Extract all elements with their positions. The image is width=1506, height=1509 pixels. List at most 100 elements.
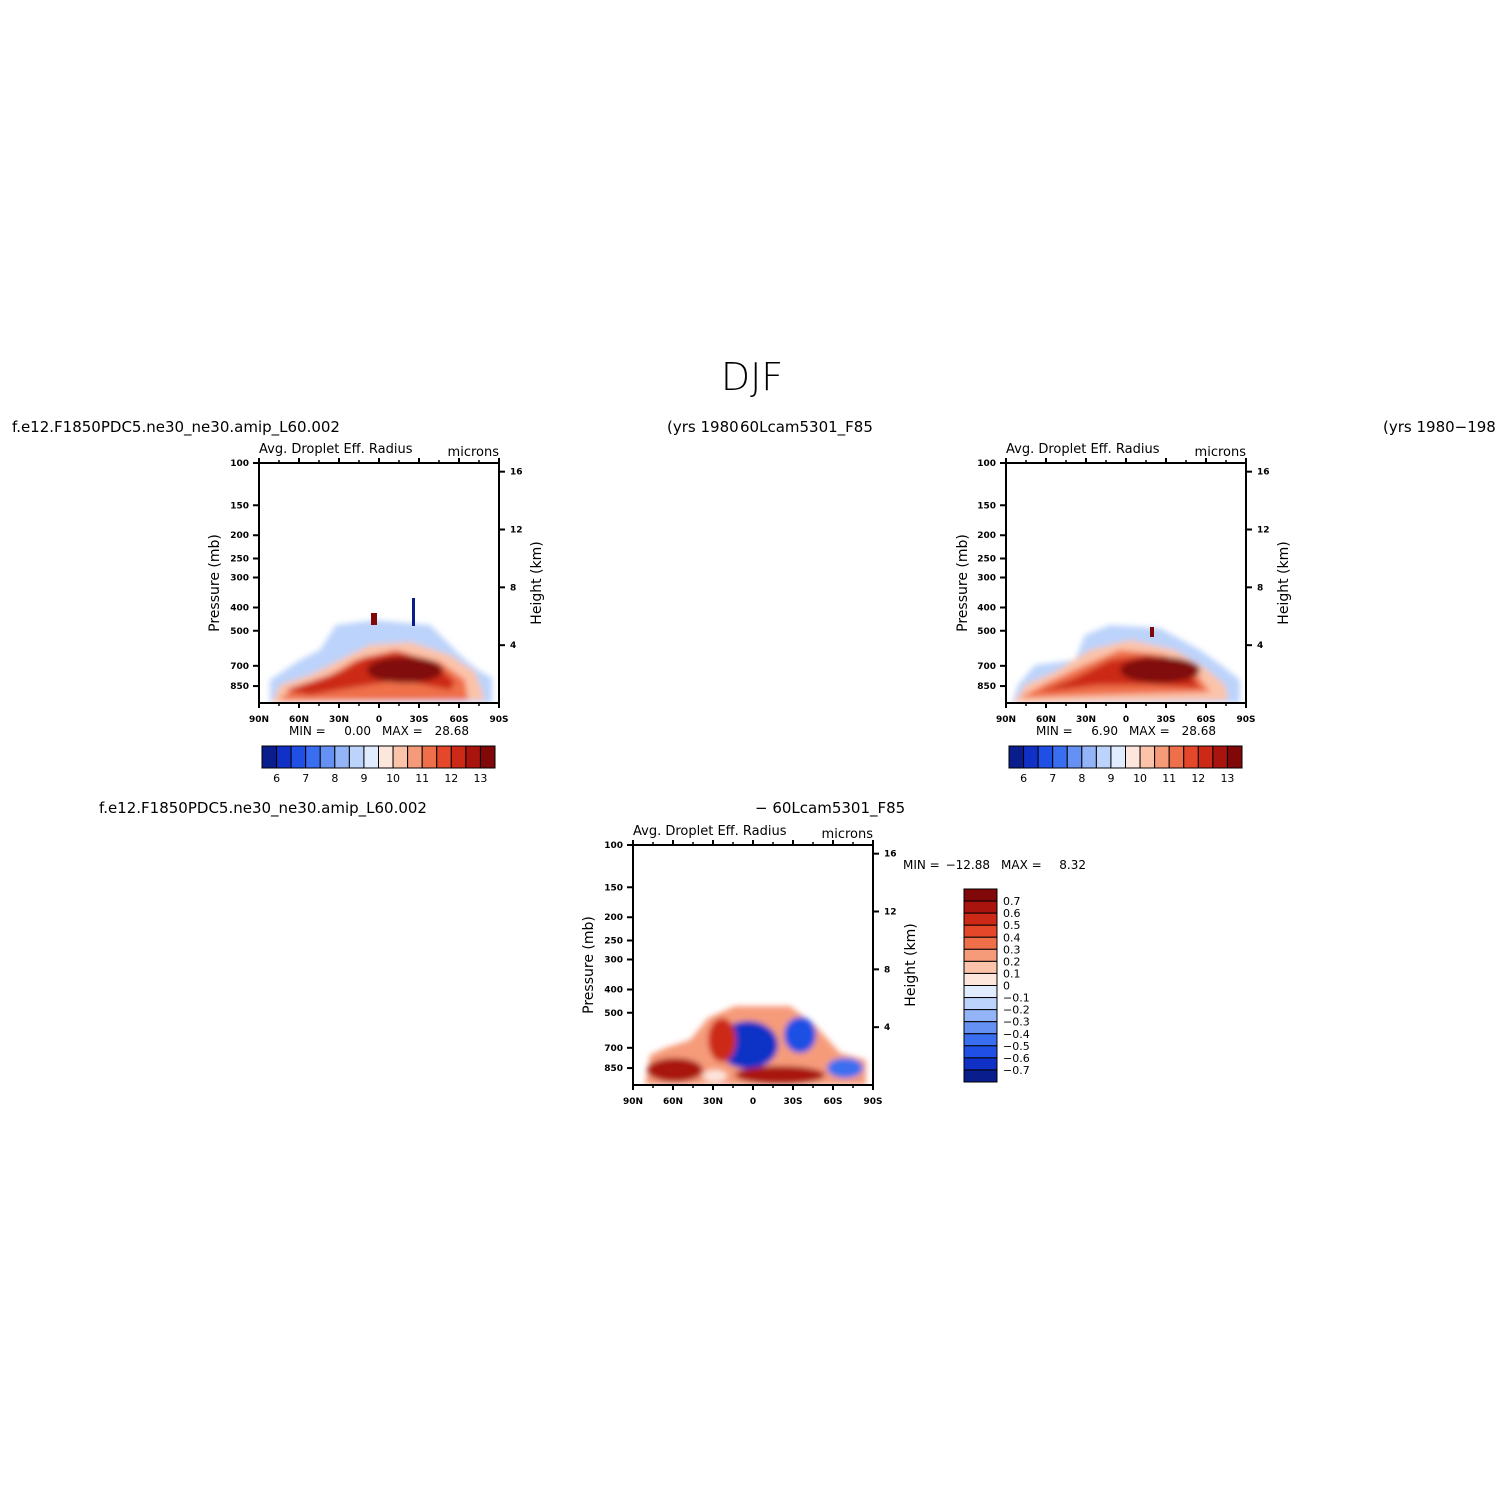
difference-min-label: MIN = — [903, 858, 940, 872]
difference-colorbar-swatch — [963, 1021, 998, 1035]
test-ytick-label: 150 — [230, 501, 249, 511]
test-min-label: MIN = — [289, 724, 326, 738]
test-case-caption: f.e12.F1850PDC5.ne30_ne30.amip_L60.002 — [12, 418, 340, 437]
diff-red-center — [708, 1018, 736, 1062]
control-years-caption: (yrs 1980−198 — [1383, 418, 1496, 436]
control-ytick-label: 850 — [977, 682, 996, 692]
difference-colorbar-label: 0.6 — [1003, 907, 1021, 920]
difference-colorbar-label: 0.2 — [1003, 955, 1021, 968]
difference-colorbar: 0.70.60.50.40.30.20.10−0.1−0.2−0.3−0.4−0… — [963, 888, 1030, 1083]
difference-plot-units: microns — [822, 827, 874, 842]
control-ytick-label: 250 — [977, 555, 996, 565]
difference-y2tick-label: 8 — [884, 965, 890, 975]
control-colorbar-label: 10 — [1133, 772, 1147, 785]
difference-colorbar-label: 0.7 — [1003, 895, 1021, 908]
difference-colorbar-label: −0.6 — [1003, 1052, 1030, 1065]
difference-colorbar-swatch — [963, 1033, 998, 1047]
test-colorbar-swatch — [436, 745, 452, 769]
test-y2tick-label: 4 — [510, 641, 516, 651]
control-y2tick-label: 8 — [1257, 583, 1263, 593]
difference-colorbar-swatch — [963, 936, 998, 950]
control-plot-title: Avg. Droplet Eff. Radius — [1006, 442, 1160, 457]
difference-min-value: −12.88 — [946, 858, 990, 872]
difference-colorbar-label: 0 — [1003, 980, 1010, 993]
difference-colorbar-swatch — [963, 948, 998, 962]
difference-ytick-label: 100 — [604, 841, 623, 851]
control-colorbar-swatch — [1066, 745, 1083, 769]
control-colorbar-swatch — [1212, 745, 1228, 769]
control-colorbar-swatch — [1139, 745, 1156, 769]
test-colorbar-label: 10 — [386, 772, 400, 785]
control-colorbar-swatch — [1226, 745, 1243, 769]
diff-red-left — [647, 1058, 703, 1082]
difference-y2tick-label: 16 — [884, 850, 897, 860]
control-colorbar-label: 7 — [1049, 772, 1056, 785]
test-field — [270, 598, 492, 703]
test-min-value: 0.00 — [344, 724, 371, 738]
difference-colorbar-label: 0.4 — [1003, 931, 1021, 944]
control-colorbar-swatch — [1023, 745, 1039, 769]
test-colorbar: 6 7 8 9 10 11 12 13 — [261, 745, 496, 785]
test-xtick-label: 60S — [449, 715, 468, 725]
difference-colorbar-swatch — [963, 888, 998, 902]
test-colorbar-swatch — [392, 745, 409, 769]
test-ytick-label: 250 — [230, 555, 249, 565]
test-ytick-label: 400 — [230, 603, 249, 613]
difference-ytick-label: 850 — [604, 1064, 623, 1074]
test-y2tick-label: 8 — [510, 583, 516, 593]
difference-colorbar-swatch — [963, 960, 998, 974]
test-years-caption: (yrs 1980 — [667, 418, 739, 436]
difference-xtick-label: 30S — [783, 1097, 802, 1107]
control-ytick-label: 300 — [977, 574, 996, 584]
test-ytick-label: 500 — [230, 627, 249, 637]
test-xtick-label: 60N — [289, 715, 309, 725]
difference-max-label: MAX = — [1001, 858, 1042, 872]
difference-colorbar-swatch — [963, 924, 998, 938]
difference-colorbar-swatch — [963, 972, 998, 986]
diff-red-bottom — [735, 1066, 825, 1084]
difference-colorbar-label: 0.5 — [1003, 919, 1021, 932]
test-colorbar-swatch — [348, 745, 365, 769]
difference-colorbar-swatch — [963, 1045, 998, 1059]
test-colorbar-label: 6 — [273, 772, 280, 785]
control-ylabel: Pressure (mb) — [955, 534, 971, 632]
test-colorbar-swatch — [290, 745, 307, 769]
test-colorbar-swatch — [276, 745, 292, 769]
control-colorbar-swatch — [1154, 745, 1170, 769]
test-ylabel: Pressure (mb) — [207, 534, 223, 632]
control-y2tick-label: 4 — [1257, 641, 1263, 651]
difference-colorbar-swatch — [963, 900, 998, 914]
test-xtick-label: 30N — [329, 715, 349, 725]
test-ytick-label: 300 — [230, 574, 249, 584]
test-colorbar-label: 13 — [473, 772, 487, 785]
control-plot-units: microns — [1195, 445, 1247, 460]
difference-colorbar-label: −0.7 — [1003, 1064, 1030, 1077]
control-cloud-core — [1120, 657, 1200, 683]
difference-colorbar-swatch — [963, 912, 998, 926]
test-colorbar-swatch — [319, 745, 336, 769]
difference-colorbar-label: −0.5 — [1003, 1040, 1030, 1053]
difference-xtick-label: 60S — [823, 1097, 842, 1107]
difference-colorbar-swatch — [963, 1009, 998, 1023]
difference-panel: 100 150 200 250 300 400 500 700 850 16 12 8 4 90N 60N 3… — [581, 824, 1086, 1107]
control-colorbar-swatch — [1197, 745, 1214, 769]
test-xtick-label: 90S — [489, 715, 508, 725]
control-colorbar-swatch — [1008, 745, 1025, 769]
diff-case-left-caption: f.e12.F1850PDC5.ne30_ne30.amip_L60.002 — [99, 799, 427, 818]
difference-max-value: 8.32 — [1059, 858, 1086, 872]
test-y2tick-label: 16 — [510, 468, 523, 478]
test-colorbar-label: 8 — [331, 772, 338, 785]
test-plot-title: Avg. Droplet Eff. Radius — [259, 442, 413, 457]
control-ytick-label: 700 — [977, 662, 996, 672]
difference-y2tick-label: 12 — [884, 908, 897, 918]
difference-ylabel: Pressure (mb) — [581, 916, 597, 1014]
difference-field — [645, 1006, 866, 1085]
test-spike-blue — [412, 598, 415, 626]
difference-ytick-label: 400 — [604, 985, 623, 995]
test-xtick-label: 90N — [249, 715, 269, 725]
test-ytick-label: 850 — [230, 682, 249, 692]
control-min-label: MIN = — [1036, 724, 1073, 738]
difference-xtick-label: 0 — [750, 1097, 756, 1107]
